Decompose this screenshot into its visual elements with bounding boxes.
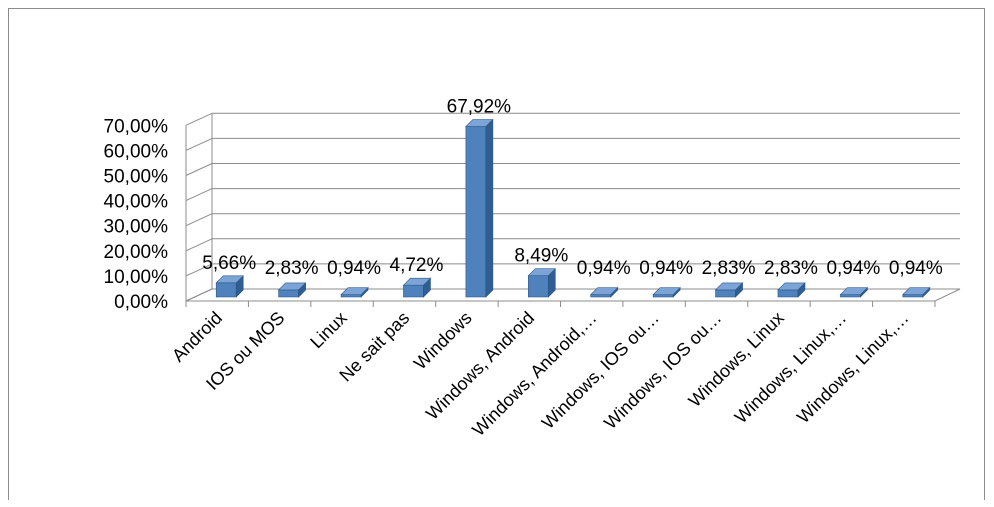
bar [402,277,432,298]
bar-top [902,287,931,295]
gridline-diagonal [185,238,213,252]
y-tick-label: 50,00% [104,167,169,188]
bar [340,286,369,298]
gridline-diagonal [185,213,213,227]
bars [215,118,931,298]
gridline-diagonal [185,137,213,151]
bar-front [527,275,549,298]
bar-front [652,294,674,298]
y-tick-label: 70,00% [104,116,169,137]
data-label: 4,72% [390,255,444,276]
data-label: 0,94% [639,258,693,279]
bar-top [402,277,432,286]
y-tick-label: 60,00% [104,141,169,162]
data-labels: 5,66% 2,83% 0,94% 4,72% 67,92% 8,49% 0,94% 0,94… [202,97,943,279]
bar [777,282,806,298]
bar-front [278,289,299,298]
bar [839,286,869,298]
bar-front [403,284,424,298]
bar-top [589,287,619,295]
gridline-diagonal [185,163,213,176]
bar-front [340,294,362,298]
data-label: 0,94% [327,258,381,279]
bar-top [465,119,494,127]
gridline-diagonal [185,112,213,126]
data-label: 67,92% [447,97,512,118]
category-label: Linux [306,308,351,353]
bar-front [590,294,612,298]
bar-front [840,294,861,298]
bar [465,118,494,298]
y-axis-ticks: 0,00% 10,00% 20,00% 30,00% 40,00% 50,00% 60,00… [104,116,169,313]
bar-top [714,282,744,291]
bar-top [277,282,307,291]
bar [277,282,307,298]
bar [902,286,931,298]
bar-front [777,289,799,298]
bar [589,286,619,298]
category-label: Windows, Linux,… [793,308,913,428]
category-label: Windows, Android,… [468,308,600,440]
bar [215,275,244,298]
bar [652,286,681,298]
y-tick-label: 20,00% [104,242,169,263]
gridlines [185,112,961,307]
y-tick-label: 10,00% [104,267,169,288]
bar-side [485,118,494,298]
category-label: Windows, IOS ou… [538,308,663,433]
gridline-diagonal [185,263,213,277]
data-label: 8,49% [514,246,568,267]
data-label: 0,94% [889,258,943,279]
bar-top [215,275,244,284]
data-label: 2,83% [265,258,319,279]
bar-front [215,282,237,298]
chart-frame [8,8,985,500]
y-tick-label: 40,00% [104,192,169,213]
category-label: Windows, Android [422,308,538,424]
bar-top [777,282,806,291]
bar [714,282,744,298]
category-label: Windows [410,308,476,374]
data-label: 2,83% [702,258,756,279]
bar-front [902,294,924,298]
bar-top [340,287,369,295]
y-tick-label: 0,00% [114,292,168,313]
data-label: 2,83% [764,258,818,279]
gridline-diagonal [185,188,213,202]
category-label: Android [168,308,226,366]
y-tick-label: 30,00% [104,217,169,238]
bar [527,267,557,298]
category-label: Windows, IOS ou… [600,308,725,433]
data-label: 5,66% [202,253,256,274]
data-label: 0,94% [826,258,880,279]
bar-front [465,126,487,298]
category-label: Windows, Linux,… [731,308,851,428]
bar-top [839,287,869,295]
bar-front [715,289,736,298]
bar-top [652,287,681,295]
bar-top [527,268,557,276]
data-label: 0,94% [577,258,631,279]
